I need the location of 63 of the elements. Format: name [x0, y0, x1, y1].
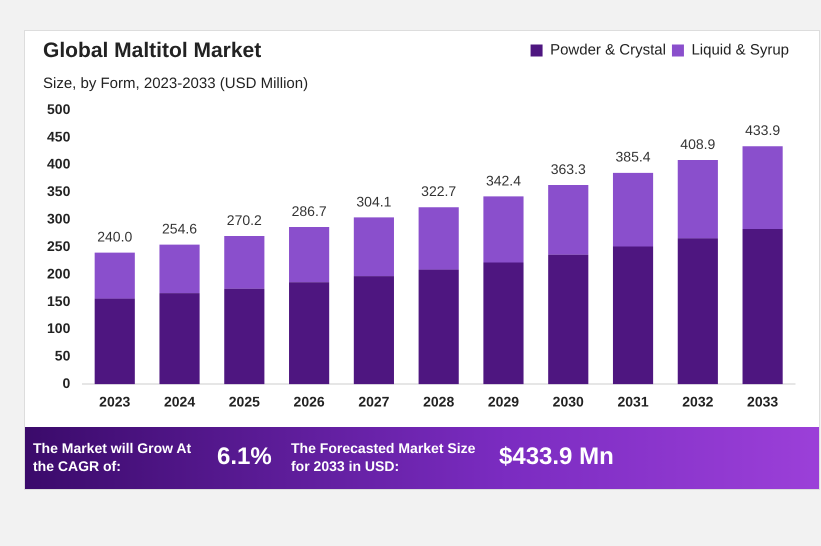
- x-tick-label: 2031: [617, 393, 649, 410]
- total-label: 240.0: [97, 228, 132, 244]
- x-tick-label: 2029: [488, 393, 520, 410]
- x-tick-label: 2024: [164, 393, 196, 410]
- total-label: 286.7: [292, 202, 327, 219]
- x-tick-label: 2030: [552, 393, 584, 410]
- x-tick-label: 2027: [358, 393, 390, 410]
- legend-label: Liquid & Syrup: [691, 42, 790, 59]
- bar: [678, 160, 718, 238]
- bar: [483, 262, 524, 384]
- y-tick-label: 300: [47, 210, 71, 227]
- bar: [289, 282, 330, 384]
- text: 6.1%: [217, 443, 272, 471]
- x-tick-label: 2032: [682, 393, 714, 410]
- y-tick-label: 500: [47, 100, 71, 117]
- bar: [678, 238, 718, 384]
- bar: [354, 276, 394, 384]
- bar: [483, 196, 524, 262]
- bar: [94, 252, 135, 299]
- y-tick-label: 200: [47, 265, 71, 282]
- bar: [159, 293, 200, 384]
- total-label: 254.6: [162, 220, 198, 236]
- total-label: 304.1: [356, 193, 392, 210]
- bar: [612, 172, 654, 247]
- bar: [224, 236, 264, 289]
- y-tick-label: 400: [47, 156, 71, 172]
- text: The Forecasted Market Size for 2033 in USD:: [291, 439, 476, 475]
- bar: [548, 254, 588, 384]
- bar: [354, 217, 394, 276]
- y-tick-label: 0: [62, 375, 71, 392]
- y-tick-label: 100: [47, 320, 71, 336]
- y-tick-label: 450: [47, 128, 71, 144]
- chart-title: Global Maltitol Market: [43, 39, 262, 63]
- chart-subtitle: Size, by Form, 2023-2033 (USD Million): [43, 75, 308, 92]
- total-label: 342.4: [486, 172, 522, 188]
- legend-label: Powder & Crystal: [550, 42, 666, 59]
- bar: [742, 229, 783, 384]
- total-label: 363.3: [550, 160, 586, 177]
- bar: [289, 226, 330, 282]
- bar: [159, 244, 200, 294]
- x-tick-label: 2033: [747, 393, 778, 410]
- y-tick-label: 350: [47, 183, 71, 200]
- total-label: 433.9: [745, 122, 780, 138]
- total-label: 322.7: [421, 183, 456, 200]
- bar: [548, 184, 588, 255]
- bar: [612, 246, 654, 384]
- text: The Market will Grow At the CAGR of:: [33, 439, 192, 475]
- total-label: 385.4: [616, 148, 651, 165]
- x-tick-label: 2023: [99, 393, 131, 410]
- bar: [742, 146, 783, 230]
- y-tick-label: 50: [54, 348, 71, 364]
- text: $433.9 Mn: [499, 443, 614, 471]
- total-label: 270.2: [226, 212, 262, 228]
- bar: [94, 298, 135, 384]
- y-tick-label: 250: [47, 238, 71, 254]
- bar: [418, 270, 459, 384]
- bar: [224, 288, 264, 384]
- x-tick-label: 2025: [228, 393, 260, 410]
- bar: [418, 207, 459, 270]
- x-tick-label: 2026: [294, 393, 325, 410]
- y-tick-label: 150: [47, 292, 71, 309]
- total-label: 408.9: [680, 136, 716, 152]
- x-tick-label: 2028: [423, 393, 454, 410]
